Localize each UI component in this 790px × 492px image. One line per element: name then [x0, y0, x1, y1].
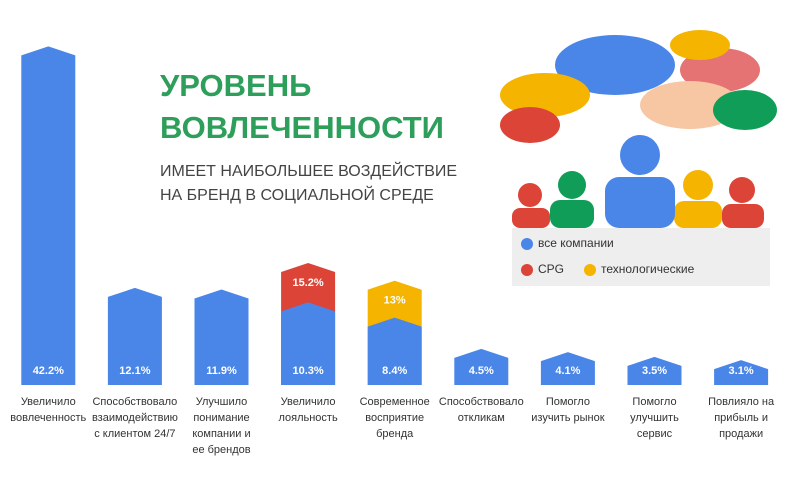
illustration	[500, 30, 777, 286]
value-label: 3.5%	[642, 365, 667, 377]
legend-swatch	[521, 264, 533, 276]
chart-subtitle: НА БРЕНД В СОЦИАЛЬНОЙ СРЕДЕ	[160, 185, 434, 204]
x-tick-label: продажи	[719, 428, 763, 440]
value-label: 12.1%	[119, 365, 150, 377]
legend-label: технологические	[601, 262, 695, 276]
value-label: 4.1%	[555, 365, 580, 377]
x-tick-label: Способствовало	[92, 396, 177, 408]
value-label: 15.2%	[292, 277, 323, 289]
x-tick-label: прибыль и	[714, 412, 768, 424]
x-tick-label: восприятие	[365, 412, 424, 424]
x-tick-label: Увеличило	[281, 396, 336, 408]
x-tick-label: откликам	[458, 412, 505, 424]
bar	[194, 289, 249, 385]
value-label: 11.9%	[206, 365, 237, 377]
value-label: 4.5%	[469, 365, 494, 377]
bar	[281, 302, 336, 385]
bar	[454, 348, 509, 385]
x-tick-label: бренда	[376, 428, 414, 440]
chart-title: УРОВЕНЬ	[160, 68, 311, 103]
x-tick-label: взаимодействию	[92, 412, 178, 424]
x-tick-label: Помогло	[546, 396, 590, 408]
x-tick-label: изучить рынок	[531, 412, 604, 424]
value-label: 13%	[384, 295, 406, 307]
x-tick-label: улучшить	[630, 412, 679, 424]
bar	[627, 356, 682, 385]
x-tick-label: Современное	[360, 396, 430, 408]
x-tick-label: вовлеченность	[10, 412, 86, 424]
chart-subtitle: ИМЕЕТ НАИБОЛЬШЕЕ ВОЗДЕЙСТВИЕ	[160, 161, 457, 180]
bar	[540, 352, 595, 385]
legend-swatch	[521, 238, 533, 250]
value-label: 3.1%	[729, 365, 754, 377]
bar	[367, 317, 422, 385]
x-tick-label: Способствовало	[439, 396, 524, 408]
x-tick-label: Увеличило	[21, 396, 76, 408]
x-tick-label: Помогло	[632, 396, 676, 408]
value-label: 8.4%	[382, 365, 407, 377]
x-tick-label: компании и	[192, 428, 250, 440]
x-tick-label: сервис	[637, 428, 673, 440]
x-tick-label: Улучшило	[196, 396, 248, 408]
x-tick-label: ее брендов	[192, 444, 250, 456]
legend-swatch	[584, 264, 596, 276]
bar	[714, 360, 769, 385]
x-tick-label: понимание	[193, 412, 249, 424]
value-label: 42.2%	[33, 365, 64, 377]
legend-label: все компании	[538, 236, 614, 250]
chart-title: ВОВЛЕЧЕННОСТИ	[160, 110, 444, 145]
value-label: 10.3%	[292, 365, 323, 377]
x-tick-label: Повлияло на	[708, 396, 775, 408]
x-tick-label: лояльность	[278, 412, 337, 424]
legend-label: CPG	[538, 262, 564, 276]
bar	[107, 287, 162, 385]
x-tick-label: с клиентом 24/7	[94, 428, 175, 440]
bar	[21, 46, 76, 385]
